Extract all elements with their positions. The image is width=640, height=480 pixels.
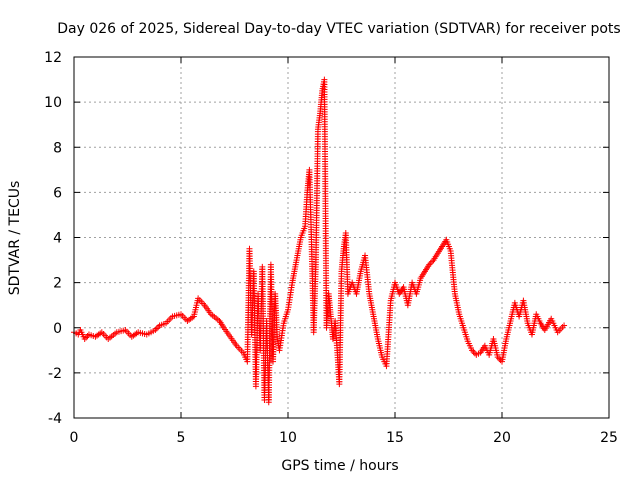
grid: [74, 57, 609, 418]
data-markers: [71, 76, 568, 406]
tick-labels: 0 5 10 15 20 25 -4 -2 0 2 4 6 8 10 12: [44, 50, 618, 446]
y-tick-label: 6: [53, 185, 62, 201]
y-axis-label: SDTVAR / TECUs: [7, 181, 23, 296]
y-tick-label: -4: [48, 411, 62, 427]
x-tick-label: 25: [600, 430, 618, 446]
x-axis-label: GPS time / hours: [281, 458, 398, 474]
y-tick-label: 2: [53, 276, 62, 292]
data-point-marker: [561, 322, 568, 329]
y-tick-label: 0: [53, 321, 62, 337]
y-tick-label: 4: [53, 231, 62, 247]
data-point-marker: [84, 333, 91, 340]
x-tick-label: 0: [70, 430, 79, 446]
data-point-marker: [153, 325, 160, 332]
x-tick-label: 20: [493, 430, 511, 446]
chart-title: Day 026 of 2025, Sidereal Day-to-day VTE…: [57, 21, 620, 37]
x-tick-label: 15: [386, 430, 404, 446]
x-tick-label: 5: [177, 430, 186, 446]
y-tick-label: -2: [48, 366, 62, 382]
x-tick-label: 10: [279, 430, 297, 446]
y-tick-label: 12: [44, 50, 62, 66]
y-tick-label: 8: [53, 140, 62, 156]
y-tick-label: 10: [44, 95, 62, 111]
plot-frame: [73, 56, 610, 419]
